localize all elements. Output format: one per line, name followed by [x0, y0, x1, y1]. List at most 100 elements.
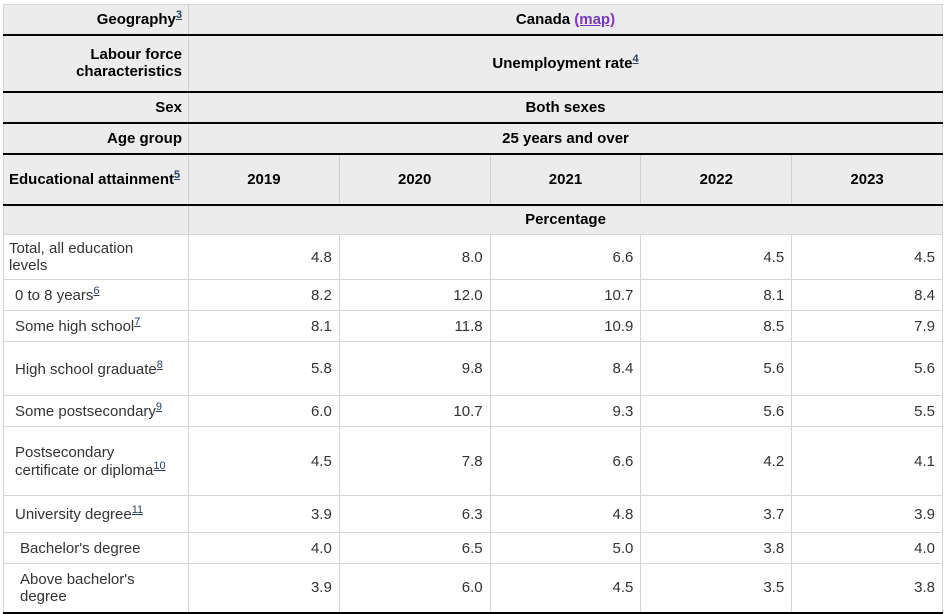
value-cell: 11.8 [338, 310, 491, 342]
value-cell: 12.0 [338, 279, 491, 311]
footnote-4-link[interactable]: 4 [632, 53, 639, 65]
labour-force-value-cell: Unemployment rate4 [188, 34, 943, 93]
value-cell: 5.6 [640, 341, 793, 396]
row-label-cell: High school graduate8 [3, 341, 189, 396]
row-label: 0 to 8 years [15, 287, 94, 304]
value-cell: 5.5 [791, 395, 943, 427]
educational-attainment-header-cell: Educational attainment5 [3, 153, 189, 206]
value-cell: 3.9 [188, 495, 340, 533]
row-label-cell: University degree11 [3, 495, 189, 533]
value-cell: 8.1 [188, 310, 340, 342]
year-header-row: Educational attainment5 2019 2020 2021 2… [3, 153, 943, 206]
table-row: Bachelor's degree 4.0 6.5 5.0 3.8 4.0 [3, 532, 943, 564]
value-cell: 4.0 [791, 532, 943, 564]
value-cell: 3.9 [188, 563, 340, 613]
row-label: Some high school [15, 318, 135, 335]
sex-value: Both sexes [525, 98, 606, 116]
value-cell: 3.9 [791, 495, 943, 533]
labour-force-label: Labour force characteristics [76, 46, 182, 80]
value-cell: 5.6 [791, 341, 943, 396]
footnote-6-link[interactable]: 6 [93, 285, 100, 297]
geography-row: Geography3 Canada (map) [3, 4, 943, 36]
value-cell: 6.5 [338, 532, 491, 564]
value-cell: 10.7 [489, 279, 642, 311]
geography-label: Geography [96, 11, 176, 29]
year-column-header: 2020 [338, 153, 491, 206]
value-cell: 5.8 [188, 341, 340, 396]
value-cell: 6.0 [338, 563, 491, 613]
unit-label-cell: Percentage [188, 204, 943, 235]
sex-value-cell: Both sexes [188, 91, 943, 124]
value-cell: 3.5 [640, 563, 793, 613]
table-row: 0 to 8 years6 8.2 12.0 10.7 8.1 8.4 [3, 279, 943, 311]
row-label: Total, all education levels [9, 240, 134, 274]
value-cell: 7.9 [791, 310, 943, 342]
value-cell: 3.7 [640, 495, 793, 533]
table-row: Total, all education levels 4.8 8.0 6.6 4.5 4… [3, 234, 943, 280]
footnote-10-link[interactable]: 10 [153, 459, 166, 472]
value-cell: 4.8 [188, 234, 340, 280]
value-cell: 4.5 [640, 234, 793, 280]
row-label: Bachelor's degree [20, 539, 141, 557]
row-label-cell: Total, all education levels [3, 234, 189, 280]
value-cell: 3.8 [640, 532, 793, 564]
footnote-11-link[interactable]: 11 [131, 504, 144, 516]
year-column-header: 2019 [188, 153, 340, 206]
age-group-label-cell: Age group [3, 122, 189, 155]
table-row: University degree11 3.9 6.3 4.8 3.7 3.9 [3, 495, 943, 533]
table-row: Some high school7 8.1 11.8 10.9 8.5 7.9 [3, 310, 943, 342]
map-link[interactable]: (map) [574, 10, 616, 28]
value-cell: 5.6 [640, 395, 793, 427]
value-cell: 8.2 [188, 279, 340, 311]
value-cell: 8.1 [640, 279, 793, 311]
age-group-value: 25 years and over [502, 129, 629, 147]
footnote-5-link[interactable]: 5 [174, 169, 181, 181]
age-group-label: Age group [107, 129, 182, 147]
geography-value-cell: Canada (map) [188, 4, 943, 36]
value-cell: 4.5 [489, 563, 642, 613]
table-body: Total, all education levels 4.8 8.0 6.6 4.5 4… [3, 234, 943, 613]
row-label-cell: 0 to 8 years6 [3, 279, 189, 311]
value-cell: 4.0 [188, 532, 340, 564]
table-row: Some postsecondary9 6.0 10.7 9.3 5.6 5.5 [3, 395, 943, 427]
value-cell: 3.8 [791, 563, 943, 613]
age-group-value-cell: 25 years and over [188, 122, 943, 155]
value-cell: 5.0 [489, 532, 642, 564]
row-label-cell: Postsecondary certificate or diploma10 [3, 426, 189, 496]
row-label: High school graduate [15, 360, 157, 378]
row-label-cell: Some postsecondary9 [3, 395, 189, 427]
geography-value: Canada [515, 10, 571, 28]
footnote-8-link[interactable]: 8 [156, 358, 163, 371]
labour-force-value: Unemployment rate [492, 55, 633, 72]
year-column-header: 2021 [489, 153, 641, 206]
row-label-cell: Bachelor's degree [3, 532, 189, 564]
table-row: High school graduate8 5.8 9.8 8.4 5.6 5.6 [3, 341, 943, 396]
value-cell: 6.6 [489, 426, 642, 496]
value-cell: 4.8 [489, 495, 642, 533]
row-label: Above bachelor's degree [20, 570, 135, 605]
row-label: Postsecondary certificate or diploma [15, 443, 154, 479]
value-cell: 8.4 [489, 341, 642, 396]
year-column-header: 2023 [791, 153, 943, 206]
value-cell: 10.9 [489, 310, 642, 342]
value-cell: 8.5 [640, 310, 793, 342]
footnote-7-link[interactable]: 7 [134, 316, 141, 328]
sex-label: Sex [155, 98, 182, 116]
educational-attainment-label: Educational attainment [9, 171, 175, 188]
unit-row: Percentage [3, 204, 943, 235]
footnote-3-link[interactable]: 3 [175, 9, 182, 22]
value-cell: 6.6 [489, 234, 642, 280]
value-cell: 4.5 [791, 234, 943, 280]
value-cell: 10.7 [338, 395, 491, 427]
footnote-9-link[interactable]: 9 [155, 401, 163, 413]
value-cell: 6.0 [188, 395, 340, 427]
row-label: Some postsecondary [15, 403, 156, 420]
sex-row: Sex Both sexes [3, 91, 943, 124]
value-cell: 4.1 [791, 426, 943, 496]
value-cell: 9.3 [489, 395, 642, 427]
labour-force-label-cell: Labour force characteristics [3, 34, 189, 93]
labour-force-row: Labour force characteristics Unemploymen… [3, 34, 943, 93]
value-cell: 9.8 [338, 341, 491, 396]
row-label-cell: Above bachelor's degree [3, 563, 189, 613]
age-group-row: Age group 25 years and over [3, 122, 943, 155]
